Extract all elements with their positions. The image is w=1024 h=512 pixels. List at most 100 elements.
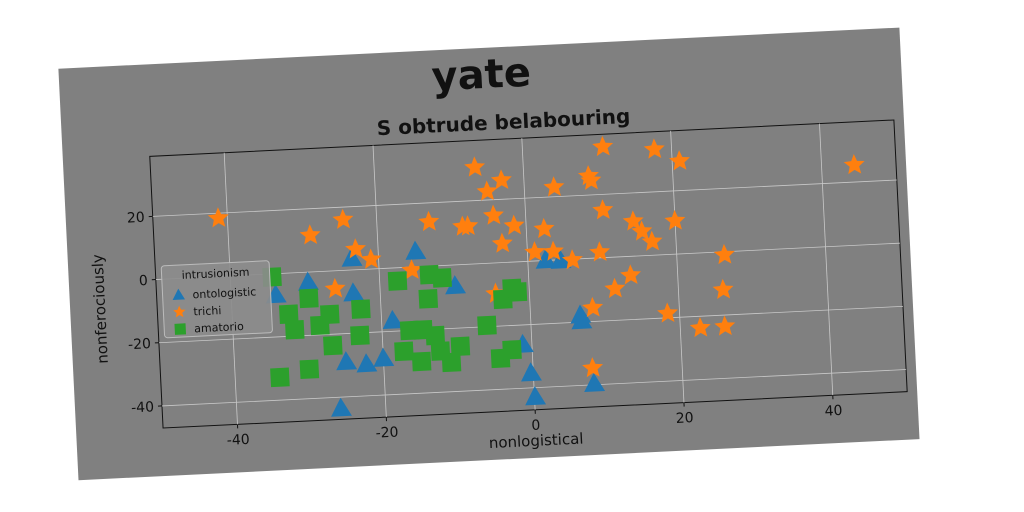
marker-triangle <box>571 310 593 330</box>
marker-star <box>592 135 614 157</box>
marker-square <box>432 268 452 288</box>
marker-star <box>543 176 565 197</box>
marker-triangle <box>373 347 395 367</box>
marker-star <box>207 207 229 228</box>
marker-square <box>411 351 432 372</box>
marker-star <box>533 217 555 239</box>
marker-square <box>450 336 471 357</box>
legend: intrusionism ontologistic trichi amatorio <box>160 260 273 339</box>
marker-triangle <box>584 372 606 393</box>
marker-square <box>425 325 446 346</box>
marker-star <box>482 204 504 225</box>
marker-star <box>643 138 665 159</box>
marker-star <box>324 277 346 299</box>
marker-star <box>843 153 865 175</box>
marker-square <box>507 282 528 302</box>
marker-triangle <box>445 275 467 295</box>
marker-star <box>418 210 440 232</box>
marker-square <box>320 304 340 325</box>
marker-star <box>620 264 642 285</box>
y-axis-label: nonferociously <box>89 254 112 365</box>
marker-triangle <box>343 282 365 302</box>
marker-square <box>351 299 371 319</box>
marker-square <box>299 288 319 309</box>
grid-line <box>152 179 897 217</box>
marker-star <box>401 259 423 280</box>
y-tick-label: 0 <box>139 273 149 289</box>
marker-star <box>476 180 498 201</box>
marker-star <box>542 240 564 261</box>
marker-star <box>592 199 614 220</box>
x-tick-label: 20 <box>675 410 694 427</box>
marker-square <box>174 323 187 335</box>
marker-star <box>589 241 611 262</box>
marker-star <box>604 277 626 298</box>
grid-line <box>521 138 536 410</box>
marker-triangle <box>356 353 378 373</box>
legend-title: intrusionism <box>181 266 249 282</box>
marker-square <box>387 271 408 291</box>
marker-star <box>641 230 663 251</box>
marker-triangle <box>382 309 404 330</box>
legend-box <box>160 260 273 339</box>
marker-triangle <box>525 386 547 406</box>
marker-triangle <box>172 288 185 300</box>
marker-square <box>323 335 343 356</box>
legend-label: ontologistic <box>192 285 256 301</box>
legend-label: amatorio <box>194 320 244 335</box>
grid-line <box>372 145 387 418</box>
marker-square <box>441 352 462 373</box>
marker-star <box>464 156 486 177</box>
marker-star <box>714 315 736 336</box>
marker-star <box>457 215 479 236</box>
marker-triangle <box>550 249 572 269</box>
marker-square <box>502 340 522 360</box>
legend-label: trichi <box>193 304 222 318</box>
marker-star <box>490 169 512 190</box>
marker-triangle <box>331 397 352 417</box>
marker-star <box>360 248 382 269</box>
marker-square <box>284 319 305 340</box>
marker-triangle <box>535 249 557 269</box>
marker-square <box>477 315 497 336</box>
x-tick-label: 0 <box>531 418 541 434</box>
figure: yate S obtrude belabouring nonlogistical… <box>58 27 920 481</box>
marker-square <box>350 325 370 346</box>
marker-triangle <box>336 351 358 371</box>
marker-star <box>689 316 711 338</box>
y-tick-label: -20 <box>128 336 152 353</box>
marker-star <box>173 305 186 318</box>
data-points <box>207 135 865 417</box>
marker-square <box>299 359 320 380</box>
marker-triangle <box>298 271 319 291</box>
x-tick-label: -40 <box>226 432 250 449</box>
marker-star <box>582 357 604 378</box>
marker-triangle <box>405 240 427 260</box>
marker-star <box>582 296 604 318</box>
marker-star <box>580 169 602 190</box>
marker-star <box>524 241 546 262</box>
y-tick-label: -40 <box>131 399 155 416</box>
x-axis-label: nonlogistical <box>488 430 583 453</box>
marker-star <box>345 238 366 259</box>
marker-star <box>503 214 525 235</box>
marker-square <box>278 304 299 325</box>
marker-square <box>394 341 414 362</box>
marker-star <box>712 278 734 300</box>
marker-star <box>631 220 653 241</box>
x-tick-label: 40 <box>824 403 843 420</box>
marker-star <box>561 249 583 270</box>
marker-triangle <box>521 362 542 382</box>
grid-line <box>819 123 834 396</box>
marker-star <box>713 243 735 265</box>
marker-star <box>668 150 690 171</box>
grid-line <box>158 305 904 344</box>
marker-star <box>657 302 678 323</box>
chart-title: yate <box>430 50 531 101</box>
marker-star <box>491 232 513 253</box>
marker-star <box>664 209 686 231</box>
x-tick-label: -20 <box>375 425 399 442</box>
marker-star <box>622 210 644 231</box>
grid-line <box>670 130 685 403</box>
